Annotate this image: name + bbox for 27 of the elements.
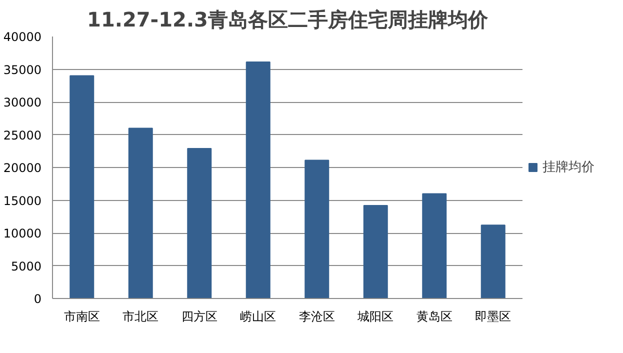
bar xyxy=(480,224,506,298)
bar xyxy=(128,128,153,298)
y-tick-label: 20000 xyxy=(3,161,42,175)
y-tick-label: 35000 xyxy=(3,62,42,77)
chart-title: 11.27-12.3青岛各区二手房住宅周挂牌均价 xyxy=(87,8,489,32)
bar xyxy=(422,193,447,298)
y-tick-label: 30000 xyxy=(3,96,42,110)
bar xyxy=(187,148,212,298)
y-tick-label: 10000 xyxy=(3,226,42,240)
y-tick-label: 15000 xyxy=(3,194,42,208)
y-tick-label: 40000 xyxy=(3,30,42,44)
y-tick-label: 25000 xyxy=(3,128,42,142)
x-tick-label: 黄岛区 xyxy=(416,310,452,324)
x-tick-label: 市南区 xyxy=(64,310,100,324)
x-tick-label: 李沧区 xyxy=(298,310,335,324)
x-tick-label: 市北区 xyxy=(122,310,159,324)
bar xyxy=(70,75,94,298)
x-tick-label: 崂山区 xyxy=(240,310,276,324)
x-tick-label: 即墨区 xyxy=(475,310,512,324)
y-tick-label: 5000 xyxy=(10,259,42,274)
bar xyxy=(246,62,270,298)
x-tick-label: 四方区 xyxy=(181,310,218,324)
bar xyxy=(363,204,388,298)
legend-label: 挂牌均价 xyxy=(542,159,594,176)
x-tick-label: 城阳区 xyxy=(356,310,394,324)
bar xyxy=(304,160,330,298)
y-tick-label: 0 xyxy=(34,292,42,306)
